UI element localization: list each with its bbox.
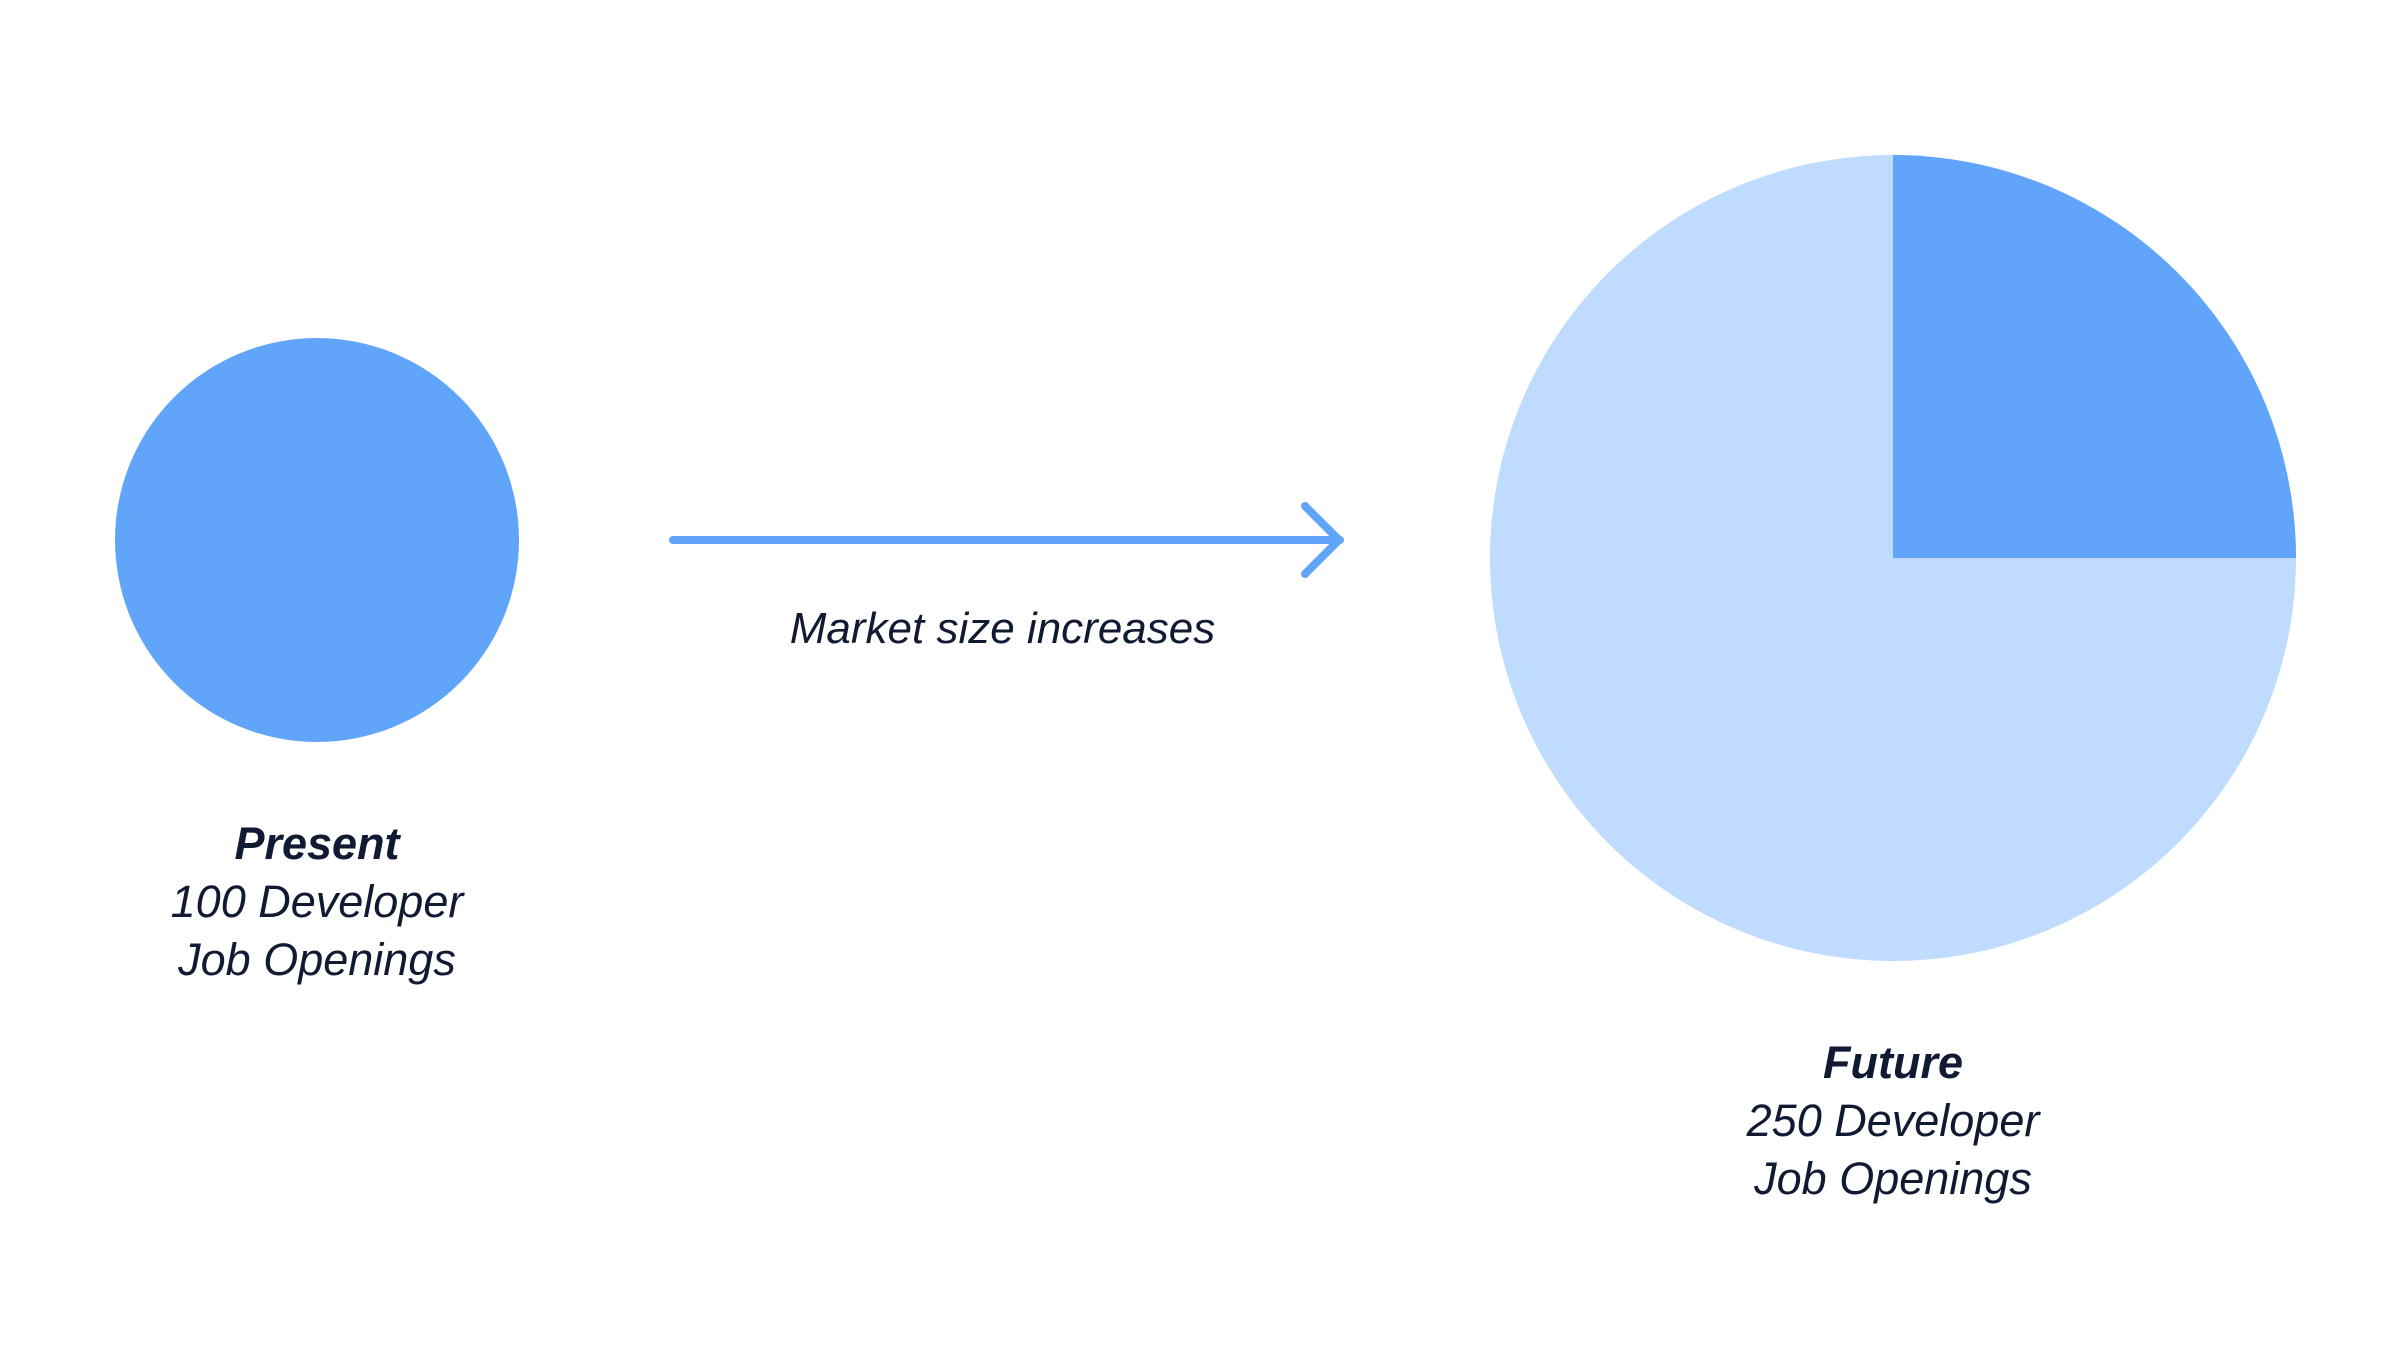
- present-market-circle: [115, 338, 519, 742]
- future-market-pie: [1490, 155, 2296, 961]
- future-openings-line: 250 Developer: [1746, 1095, 2040, 1146]
- right-arrow-icon: [669, 502, 1344, 578]
- future-openings-subline: Job Openings: [1754, 1153, 2032, 1204]
- present-openings-line: 100 Developer: [170, 876, 464, 927]
- present-caption: Present 100 Developer Job Openings: [117, 815, 517, 989]
- present-openings-subline: Job Openings: [178, 934, 456, 985]
- arrow-label: Market size increases: [789, 604, 1216, 653]
- future-title: Future: [1823, 1037, 1963, 1088]
- future-caption: Future 250 Developer Job Openings: [1693, 1034, 2093, 1208]
- future-market-present-share-slice: [1893, 155, 2296, 558]
- present-title: Present: [234, 818, 400, 869]
